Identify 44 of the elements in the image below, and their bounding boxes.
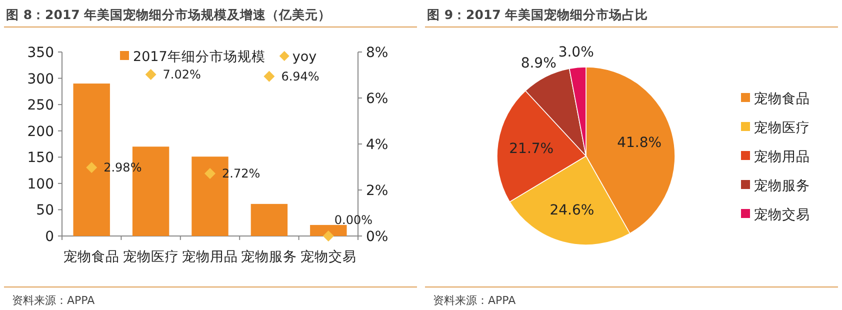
y-tick-label: 0 bbox=[45, 229, 54, 245]
x-tick-label: 宠物用品 bbox=[182, 249, 238, 265]
legend-label: 宠物医疗 bbox=[754, 120, 810, 136]
text: 资料来源：APPA bbox=[12, 294, 96, 307]
point bbox=[204, 168, 216, 179]
text: 资料来源：APPA bbox=[433, 294, 516, 307]
data-label: 7.02% bbox=[162, 68, 201, 82]
y-tick-label: 150 bbox=[27, 150, 54, 166]
data-label: 41.8% bbox=[617, 134, 662, 151]
y2-tick-label: 6% bbox=[366, 91, 388, 107]
y2-tick-label: 2% bbox=[366, 183, 388, 199]
data-label: 8.9% bbox=[520, 55, 556, 72]
chart-title: 图 9：2017 年美国宠物细分市场占比 bbox=[427, 7, 648, 22]
y-tick-label: 100 bbox=[27, 176, 54, 192]
bar bbox=[310, 224, 347, 236]
point bbox=[264, 70, 275, 82]
x-tick-label: 宠物食品 bbox=[64, 249, 120, 265]
chart-title: 图 8：2017 年美国宠物细分市场规模及增速（亿美元） bbox=[6, 7, 332, 22]
y2-tick-label: 4% bbox=[366, 137, 388, 153]
y-tick-label: 350 bbox=[27, 45, 54, 61]
legend-label: 宠物食品 bbox=[754, 91, 810, 107]
point bbox=[322, 230, 334, 242]
y-tick-label: 300 bbox=[27, 71, 54, 88]
point bbox=[86, 162, 98, 173]
y-tick-label: 200 bbox=[27, 124, 54, 140]
data-label: 0.00% bbox=[334, 213, 373, 227]
x-tick-label: 宠物医疗 bbox=[122, 249, 179, 265]
data-label: 6.94% bbox=[281, 69, 320, 84]
data-label: 3.0% bbox=[558, 44, 594, 60]
legend-label: 宠物用品 bbox=[754, 149, 810, 165]
y-tick-label: 50 bbox=[36, 202, 54, 219]
y-tick-label: 250 bbox=[27, 98, 54, 114]
data-label: 21.7% bbox=[509, 141, 554, 158]
x-tick-label: 宠物服务 bbox=[241, 249, 298, 265]
y2-tick-label: 8% bbox=[366, 45, 388, 61]
y2-tick-label: 0% bbox=[366, 229, 388, 245]
bar bbox=[250, 204, 288, 236]
legend-label: 宠物交易 bbox=[754, 207, 810, 223]
legend-label: 宠物服务 bbox=[754, 178, 810, 194]
point bbox=[145, 69, 156, 80]
data-label: 24.6% bbox=[550, 202, 594, 218]
legend-label: yoy bbox=[292, 49, 317, 65]
legend-label: 2017年细分市场规模 bbox=[133, 49, 266, 65]
x-tick-label: 宠物交易 bbox=[300, 249, 356, 265]
